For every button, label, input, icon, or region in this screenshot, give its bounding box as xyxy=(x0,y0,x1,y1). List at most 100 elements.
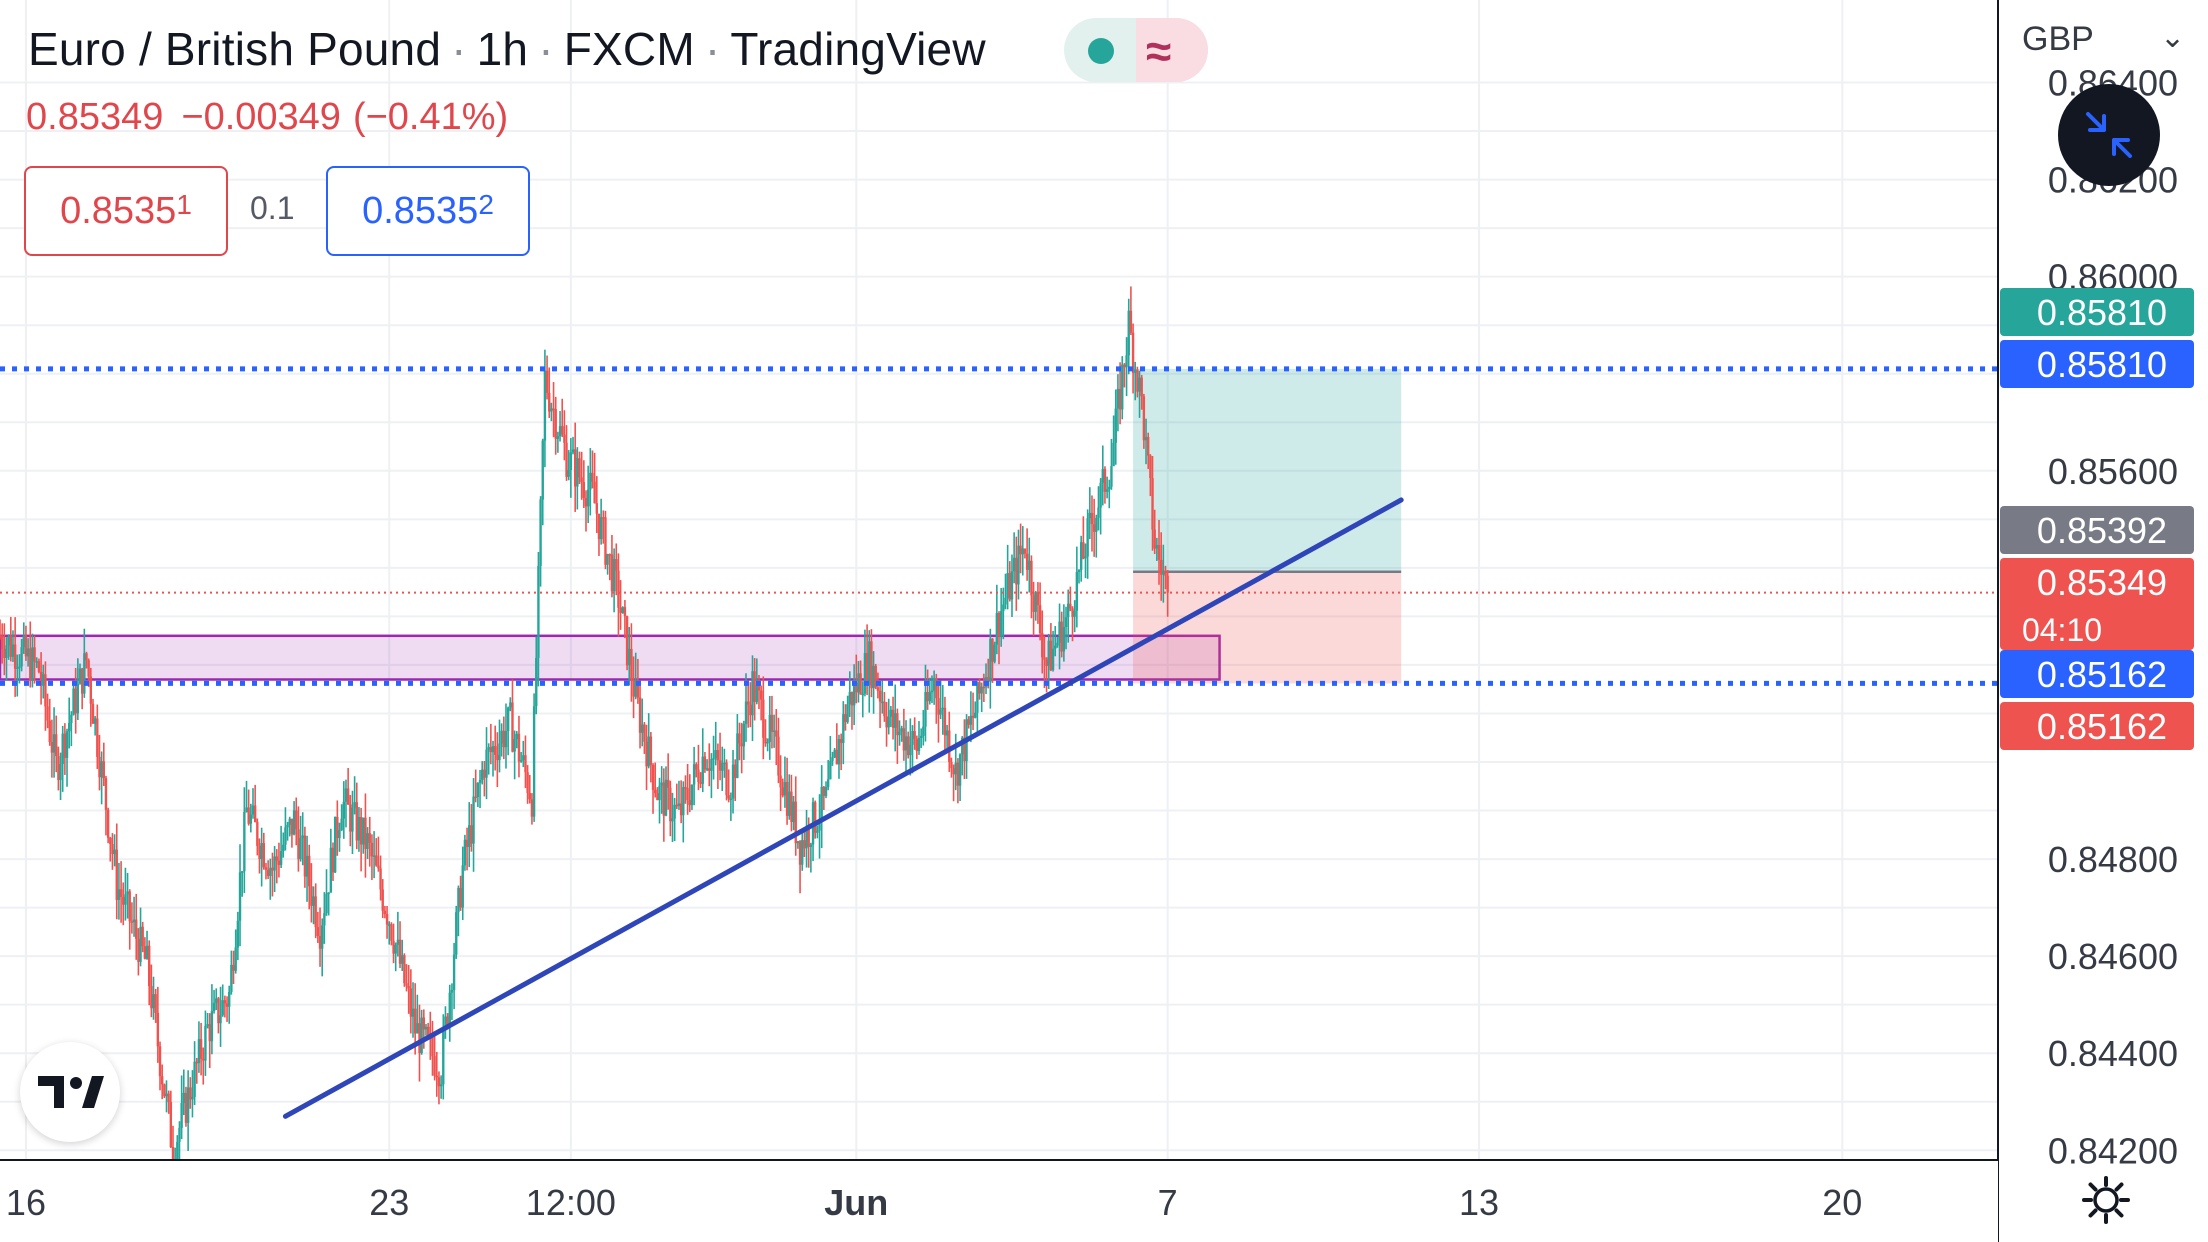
candle-body xyxy=(9,636,13,657)
chart-grid xyxy=(0,0,1998,1160)
exit-fullscreen-button[interactable] xyxy=(2058,84,2160,186)
candle-body xyxy=(366,833,369,849)
candle-body xyxy=(160,1076,164,1085)
candle-body xyxy=(279,851,283,865)
candle-body xyxy=(891,709,895,728)
last-price: 0.85349 xyxy=(26,96,164,138)
candle-body xyxy=(333,816,337,873)
candle-body xyxy=(805,827,808,849)
candle-body xyxy=(563,434,566,443)
candle-body xyxy=(18,666,21,668)
candle-body xyxy=(861,693,864,696)
candle-body xyxy=(580,477,583,483)
candle-body xyxy=(1019,545,1022,555)
time-tick-label: 16 xyxy=(6,1182,46,1223)
candle-body xyxy=(122,896,125,905)
chart-title[interactable]: Euro / British Pound · 1h · FXCM · TradingView xyxy=(28,22,986,76)
candle-body xyxy=(1129,310,1133,333)
candle-body xyxy=(189,1087,192,1100)
candle-body xyxy=(403,955,406,984)
candle-body xyxy=(46,706,49,721)
candle-body xyxy=(1151,478,1154,530)
candle-body xyxy=(493,746,497,755)
candle-body xyxy=(816,830,819,833)
candle-body xyxy=(917,737,921,752)
candle-body xyxy=(1054,645,1057,649)
candle-body xyxy=(336,816,339,839)
candle-body xyxy=(576,458,579,487)
candle-body xyxy=(286,824,289,828)
candle-body xyxy=(273,856,276,871)
symbol-name[interactable]: Euro / British Pound xyxy=(28,23,442,75)
sell-button[interactable]: 0.8535 1 xyxy=(24,166,228,256)
candle-body xyxy=(117,889,121,900)
candle-body xyxy=(649,736,653,765)
candle-body xyxy=(723,762,726,765)
candle-body xyxy=(675,804,679,807)
price-tick-label: 0.84600 xyxy=(2048,936,2178,977)
candle-body xyxy=(1064,617,1068,628)
candle-body xyxy=(35,661,38,663)
candle-body xyxy=(126,891,129,895)
candle-body xyxy=(1116,388,1120,409)
candle-body xyxy=(645,741,648,767)
candle-body xyxy=(186,1087,190,1123)
candle-body xyxy=(262,843,266,868)
time-tick-label: 7 xyxy=(1158,1182,1178,1223)
candle-body xyxy=(537,565,540,658)
candle-body xyxy=(470,825,473,844)
candle-body xyxy=(1123,364,1126,368)
interval[interactable]: 1h xyxy=(476,23,529,75)
candle-body xyxy=(204,1025,207,1061)
time-axis[interactable]: 16 23 12:00 Jun 7 13 20 xyxy=(6,1182,1862,1223)
candle-body xyxy=(599,517,603,540)
candle-body xyxy=(390,924,393,941)
candle-body xyxy=(526,772,529,794)
candle-body xyxy=(148,945,151,987)
trendline-layer[interactable] xyxy=(282,497,1404,1119)
buy-button[interactable]: 0.8535 2 xyxy=(326,166,530,256)
candle-body xyxy=(100,761,103,778)
candle-body xyxy=(1127,310,1130,356)
candle-body xyxy=(519,760,523,762)
candle-body xyxy=(111,844,114,855)
chevron-down-icon[interactable]: ⌄ xyxy=(2160,21,2186,54)
candle-body xyxy=(420,1017,423,1054)
candle-body xyxy=(446,1016,449,1025)
candle-body xyxy=(102,761,105,779)
currency-selector[interactable]: GBP xyxy=(2022,20,2094,58)
candle-body xyxy=(818,821,821,831)
candle-body xyxy=(1060,621,1063,652)
long-position-tool[interactable] xyxy=(1133,368,1402,684)
candle-body xyxy=(1045,659,1048,666)
candle-body xyxy=(744,701,748,724)
tradingview-logo[interactable] xyxy=(20,1042,120,1142)
candle-body xyxy=(1010,571,1014,600)
candle-body xyxy=(418,1023,421,1054)
candle-body xyxy=(364,817,367,849)
candle-body xyxy=(727,795,730,799)
candle-body xyxy=(308,855,311,887)
candle-body xyxy=(974,712,977,718)
candle-body xyxy=(647,736,650,767)
candle-body xyxy=(584,497,588,507)
candle-body xyxy=(902,728,906,751)
candle-body xyxy=(152,994,155,1009)
candle-body xyxy=(779,775,782,788)
candle-body xyxy=(777,736,780,776)
candle-body xyxy=(158,1046,162,1077)
candle-body xyxy=(1017,545,1020,585)
candle-body xyxy=(935,678,938,699)
candle-body xyxy=(24,635,28,657)
candle-body xyxy=(245,807,248,812)
price-tick-label: 0.84200 xyxy=(2048,1130,2178,1171)
candle-body xyxy=(701,756,704,784)
settings-gear-icon[interactable] xyxy=(2080,1174,2132,1234)
candle-body xyxy=(124,894,127,905)
candle-body xyxy=(301,835,304,839)
candle-body xyxy=(476,782,480,797)
candle-body xyxy=(89,676,93,704)
market-status-pill[interactable]: ≈ xyxy=(1064,18,1208,82)
candle-body xyxy=(1142,396,1146,441)
